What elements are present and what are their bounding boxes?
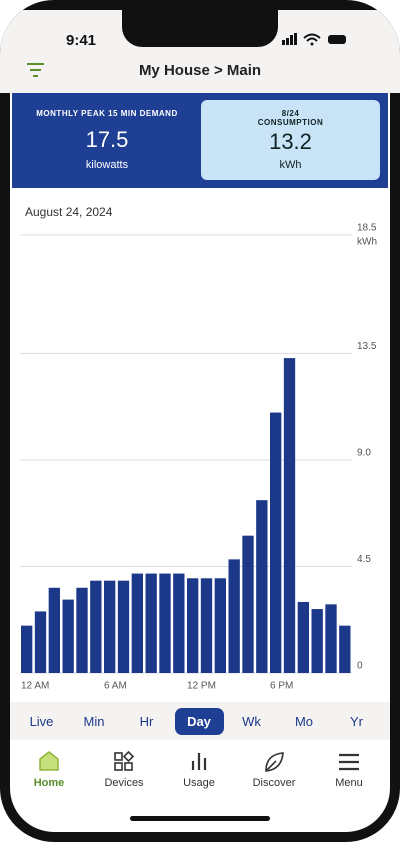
nav-label[interactable]: Home [33,777,65,789]
header-title: My House > Main [138,62,262,79]
time-tab[interactable]: Day [174,708,224,735]
time-tab[interactable]: Mo [294,714,314,729]
bar [228,559,240,673]
bar [48,587,60,673]
nav-icon[interactable] [187,750,211,774]
bar [76,587,88,673]
bar [131,573,143,673]
bar [21,625,33,673]
bar [62,599,74,673]
x-tick-label: 6 AM [104,681,127,692]
bar [187,578,199,673]
x-tick-label: 6 PM [270,681,293,692]
x-tick-label: 12 PM [187,681,216,692]
card-date: 8/24 [281,109,300,118]
time-tab[interactable]: Min [83,714,105,729]
bar [242,535,254,673]
y-tick-label: 0 [357,661,363,672]
nav-label[interactable]: Usage [183,777,215,789]
notch [122,0,278,47]
nav-icon[interactable] [337,750,361,774]
bar [325,604,337,673]
chart-title: August 24, 2024 [25,205,113,219]
y-tick-label: 9.0 [357,448,371,459]
bar [339,625,351,673]
card-unit: kilowatts [85,159,129,171]
bar [34,611,47,673]
bar [200,578,213,673]
card-value: 17.5 [85,127,129,152]
nav-icon[interactable] [37,750,61,774]
time-tab[interactable]: Hr [139,714,154,729]
nav-label[interactable]: Discover [252,777,296,789]
bar [311,609,323,673]
x-tick-label: 12 AM [21,681,49,692]
bar [283,358,296,673]
card-unit: kWh [279,159,302,171]
nav-label[interactable]: Devices [104,777,144,789]
nav-label[interactable]: Menu [335,777,363,789]
y-tick-label: 4.5 [357,554,371,565]
bar [104,580,116,673]
bar [214,578,226,673]
status-time: 9:41 [66,32,97,49]
nav-icon[interactable] [262,750,286,774]
consumption-card[interactable]: 8/24 CONSUMPTION 13.2 kWh [201,100,380,180]
card-label: CONSUMPTION [257,118,324,127]
y-tick-label: 13.5 [357,341,377,352]
home-indicator [130,816,270,821]
nav-icon[interactable] [112,750,136,774]
y-tick-label: 18.5 [357,223,377,234]
card-label: MONTHLY PEAK 15 MIN DEMAND [36,109,178,118]
bar [117,580,130,673]
chart: August 24, 2024 0 4.5 9.0 13.5 18.5 kWh 12 AM 6… [20,205,377,692]
filter-icon[interactable] [26,62,46,78]
bar [173,573,185,673]
bar [159,573,171,673]
time-tab[interactable]: Wk [242,714,261,729]
time-tab[interactable]: Live [29,714,54,729]
y-axis-unit: kWh [357,237,377,248]
bar [270,412,282,673]
bar [90,580,102,673]
peak-card: MONTHLY PEAK 15 MIN DEMAND 17.5 kilowatt… [22,100,192,180]
time-tab[interactable]: Yr [350,714,363,729]
bar [145,573,157,673]
bar [297,601,309,673]
status-icons [282,33,346,46]
bar [256,500,268,673]
card-value: 13.2 [269,129,312,154]
